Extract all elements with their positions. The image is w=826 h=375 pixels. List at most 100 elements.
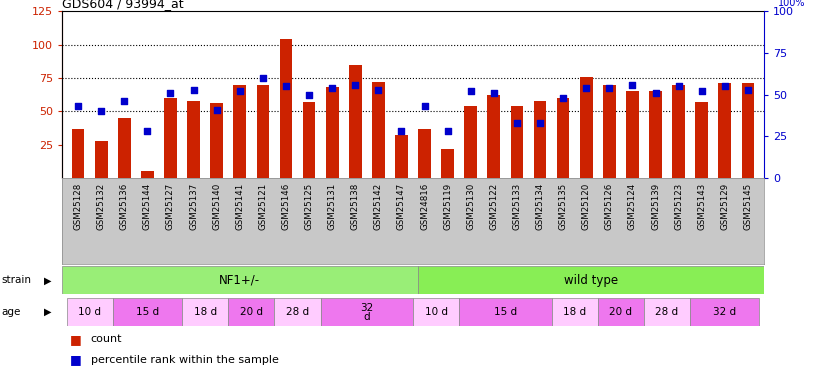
Point [603, 85, 616, 91]
Bar [413, 298, 459, 326]
Text: percentile rank within the sample: percentile rank within the sample [91, 355, 278, 365]
Bar [580, 76, 592, 178]
Text: 28 d: 28 d [656, 307, 679, 317]
Text: GSM25146: GSM25146 [282, 183, 291, 230]
Bar [742, 83, 754, 178]
Bar [552, 298, 598, 326]
Point [718, 83, 731, 89]
Bar [695, 102, 708, 178]
Point [441, 128, 454, 134]
Text: GSM25119: GSM25119 [443, 183, 452, 230]
Text: GSM25120: GSM25120 [582, 183, 591, 230]
Bar [280, 39, 292, 178]
Bar [182, 298, 228, 326]
Bar [320, 298, 413, 326]
Text: 28 d: 28 d [286, 307, 309, 317]
Bar [274, 298, 320, 326]
Bar [644, 298, 691, 326]
Text: GSM25124: GSM25124 [628, 183, 637, 230]
Text: GSM25125: GSM25125 [305, 183, 314, 230]
Point [233, 88, 246, 94]
Bar [418, 129, 431, 178]
Text: 15 d: 15 d [494, 307, 517, 317]
Bar [487, 95, 501, 178]
Text: GSM25139: GSM25139 [651, 183, 660, 230]
Point [187, 87, 200, 93]
Text: GSM25131: GSM25131 [328, 183, 337, 230]
Point [649, 90, 662, 96]
Text: ■: ■ [70, 354, 82, 366]
Point [210, 107, 223, 113]
Point [302, 92, 316, 98]
Bar [118, 118, 131, 178]
Text: GSM25121: GSM25121 [259, 183, 268, 230]
Text: ▶: ▶ [44, 307, 51, 317]
Text: 32 d: 32 d [713, 307, 736, 317]
Text: GSM25129: GSM25129 [720, 183, 729, 230]
Bar [719, 83, 731, 178]
Text: GSM25137: GSM25137 [189, 183, 198, 230]
Text: ■: ■ [70, 333, 82, 346]
Bar [62, 266, 418, 294]
Point [534, 120, 547, 126]
Point [349, 82, 362, 88]
Point [695, 88, 709, 94]
Bar [510, 106, 524, 178]
Point [325, 85, 339, 91]
Text: 15 d: 15 d [135, 307, 159, 317]
Bar [603, 85, 615, 178]
Text: NF1+/-: NF1+/- [219, 274, 260, 287]
Point [117, 98, 131, 104]
Text: 10 d: 10 d [425, 307, 448, 317]
Bar [257, 85, 269, 178]
Text: GSM25145: GSM25145 [743, 183, 752, 230]
Bar [349, 64, 362, 178]
Text: GSM25136: GSM25136 [120, 183, 129, 230]
Bar [95, 141, 107, 178]
Bar [325, 87, 339, 178]
Text: GSM25127: GSM25127 [166, 183, 175, 230]
Text: GSM25141: GSM25141 [235, 183, 244, 230]
Text: strain: strain [2, 275, 31, 285]
Text: GSM25133: GSM25133 [512, 183, 521, 230]
Bar [188, 101, 200, 178]
Point [510, 120, 524, 126]
Point [626, 82, 639, 88]
Text: GSM25134: GSM25134 [535, 183, 544, 230]
Point [72, 104, 85, 110]
Point [464, 88, 477, 94]
Bar [72, 129, 84, 178]
Bar [441, 149, 454, 178]
Point [95, 108, 108, 114]
Bar [691, 298, 759, 326]
Point [164, 90, 177, 96]
Point [140, 128, 154, 134]
Bar [67, 298, 113, 326]
Text: GSM25123: GSM25123 [674, 183, 683, 230]
Text: 20 d: 20 d [240, 307, 263, 317]
Bar [395, 135, 408, 178]
Text: GSM25138: GSM25138 [351, 183, 360, 230]
Text: 18 d: 18 d [563, 307, 586, 317]
Bar [418, 266, 764, 294]
Bar [234, 85, 246, 178]
Text: GSM25128: GSM25128 [74, 183, 83, 230]
Bar [649, 92, 662, 178]
Point [256, 75, 269, 81]
Bar [557, 98, 569, 178]
Text: GSM25135: GSM25135 [558, 183, 567, 230]
Text: GSM25144: GSM25144 [143, 183, 152, 230]
Text: age: age [2, 307, 21, 317]
Point [741, 87, 754, 93]
Bar [164, 98, 177, 178]
Point [487, 90, 501, 96]
Bar [464, 106, 477, 178]
Text: GDS604 / 93994_at: GDS604 / 93994_at [62, 0, 183, 10]
Bar [372, 82, 385, 178]
Bar [228, 298, 274, 326]
Text: GSM25142: GSM25142 [374, 183, 383, 230]
Bar [211, 104, 223, 178]
Point [418, 104, 431, 110]
Text: GSM25140: GSM25140 [212, 183, 221, 230]
Point [580, 85, 593, 91]
